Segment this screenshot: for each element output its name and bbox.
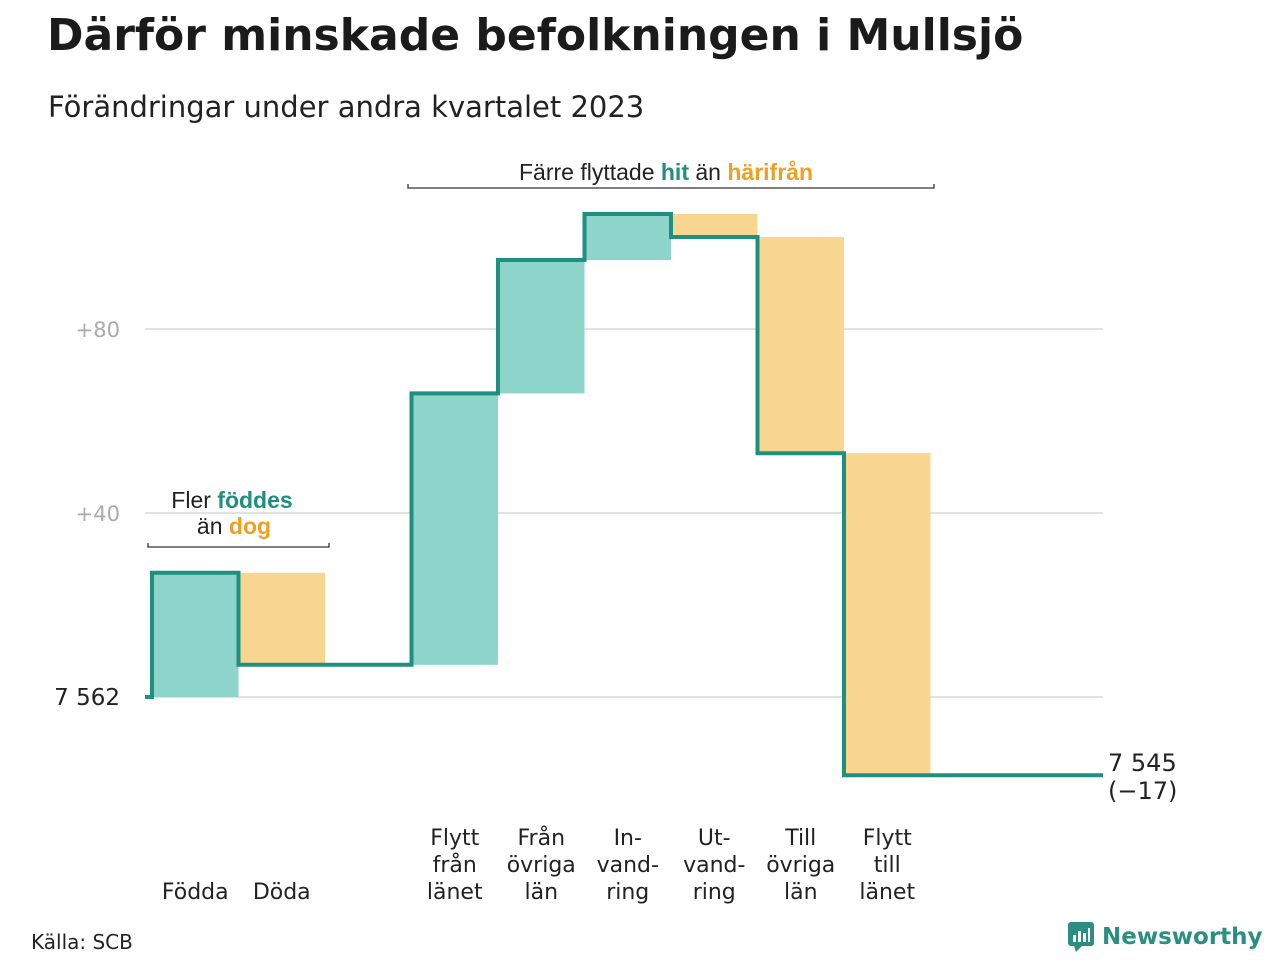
- category-label: Flytt: [863, 826, 912, 851]
- waterfall-bar: [584, 214, 671, 260]
- waterfall-bar: [671, 214, 758, 237]
- end-value-label: 7 545: [1108, 749, 1177, 777]
- migration-bracket: [407, 184, 935, 189]
- category-label: länet: [859, 880, 915, 905]
- waterfall-bar: [844, 453, 931, 776]
- category-label: övriga: [766, 853, 835, 878]
- category-label: Från: [517, 825, 565, 851]
- waterfall-bar: [152, 572, 239, 697]
- brand-logo: Newsworthy: [1068, 922, 1263, 952]
- category-label: In-: [614, 826, 642, 851]
- chart-subtitle: Förändringar under andra kvartalet 2023: [48, 90, 645, 124]
- brand-name: Newsworthy: [1102, 924, 1263, 950]
- births-annotation-line1: Fler föddes: [171, 487, 292, 513]
- waterfall-bar: [411, 393, 498, 665]
- start-value-label: 7 562: [54, 685, 120, 711]
- cumulative-line: [145, 212, 1103, 778]
- category-label: vand-: [597, 853, 659, 878]
- births-bracket: [147, 543, 330, 548]
- chart-title: Därför minskade befolkningen i Mullsjö: [47, 10, 1024, 61]
- waterfall-bar: [238, 572, 325, 665]
- category-label: ring: [693, 880, 736, 905]
- waterfall-bar: [498, 260, 585, 394]
- newsworthy-logo-icon: [1068, 922, 1094, 952]
- category-label: Födda: [162, 880, 229, 905]
- migration-annotation: Färre flyttade hit än härifrån: [519, 159, 813, 185]
- category-label: Till: [784, 826, 816, 851]
- y-tick-label: +80: [76, 318, 120, 342]
- category-label: vand-: [683, 853, 745, 878]
- category-label: län: [524, 880, 558, 905]
- y-tick-label: +40: [76, 502, 120, 526]
- category-label: övriga: [507, 853, 576, 878]
- births-annotation-line2: än dog: [197, 513, 271, 539]
- waterfall-bar: [757, 237, 844, 454]
- category-label: Döda: [253, 880, 311, 905]
- category-label: Flytt: [430, 826, 479, 851]
- category-label: till: [874, 853, 901, 878]
- category-label: från: [433, 852, 477, 878]
- category-label: län: [784, 880, 818, 905]
- category-label: ring: [606, 880, 649, 905]
- category-label: Ut-: [698, 826, 731, 851]
- source-note: Källa: SCB: [31, 930, 133, 954]
- category-label: länet: [427, 880, 483, 905]
- end-change-label: (−17): [1108, 777, 1177, 805]
